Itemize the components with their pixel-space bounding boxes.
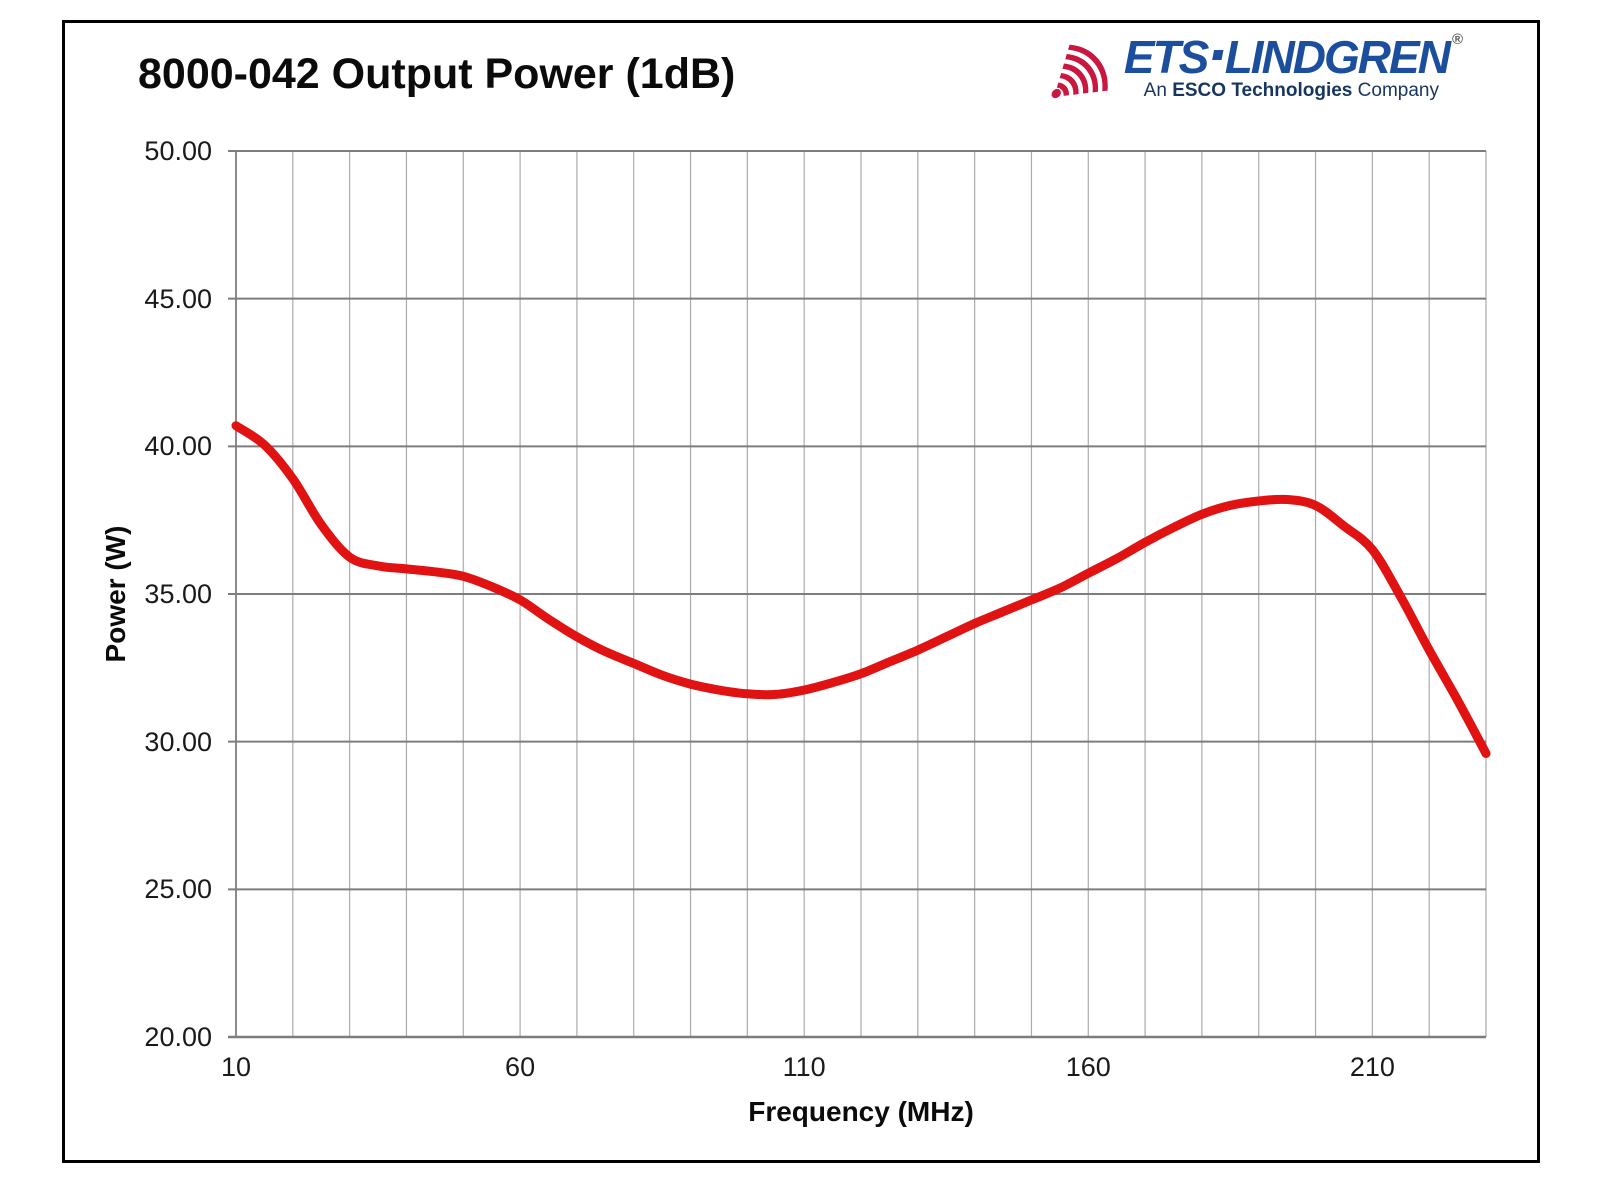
y-tick-label: 30.00 — [144, 726, 212, 757]
series-layer — [231, 421, 1491, 758]
logo-text: ETS·LINDGREN ® An ESCO Technologies Comp… — [1123, 16, 1463, 102]
brand-name: ETS·LINDGREN — [1123, 16, 1451, 92]
x-tick-label: 60 — [505, 1052, 536, 1082]
gridlines — [228, 150, 1487, 1039]
y-tick-label: 20.00 — [144, 1022, 212, 1052]
x-tick-label: 210 — [1349, 1052, 1395, 1082]
y-tick-label: 25.00 — [144, 874, 212, 905]
x-tick-label: 160 — [1065, 1052, 1111, 1082]
power-curve — [231, 421, 1491, 758]
y-tick-label: 50.00 — [144, 136, 212, 166]
y-tick-label: 35.00 — [144, 579, 212, 609]
x-axis-title: Frequency (MHz) — [748, 1096, 974, 1127]
registered-mark: ® — [1451, 31, 1463, 48]
y-tick-label: 45.00 — [144, 283, 212, 314]
y-tick-label: 40.00 — [144, 431, 212, 462]
x-tick-label: 10 — [220, 1052, 252, 1082]
brand-separator-dot: · — [1206, 16, 1228, 92]
y-axis-title: Power (W) — [100, 525, 131, 663]
brand-logo: ETS·LINDGREN ® An ESCO Technologies Comp… — [1048, 16, 1463, 102]
brand-tagline: An ESCO Technologies Company — [1143, 80, 1439, 101]
page-frame — [62, 20, 1540, 1163]
logo-arcs-icon — [1051, 44, 1108, 99]
chart-title: 8000-042 Output Power (1dB) — [138, 50, 736, 98]
x-tick-label: 110 — [782, 1052, 826, 1082]
